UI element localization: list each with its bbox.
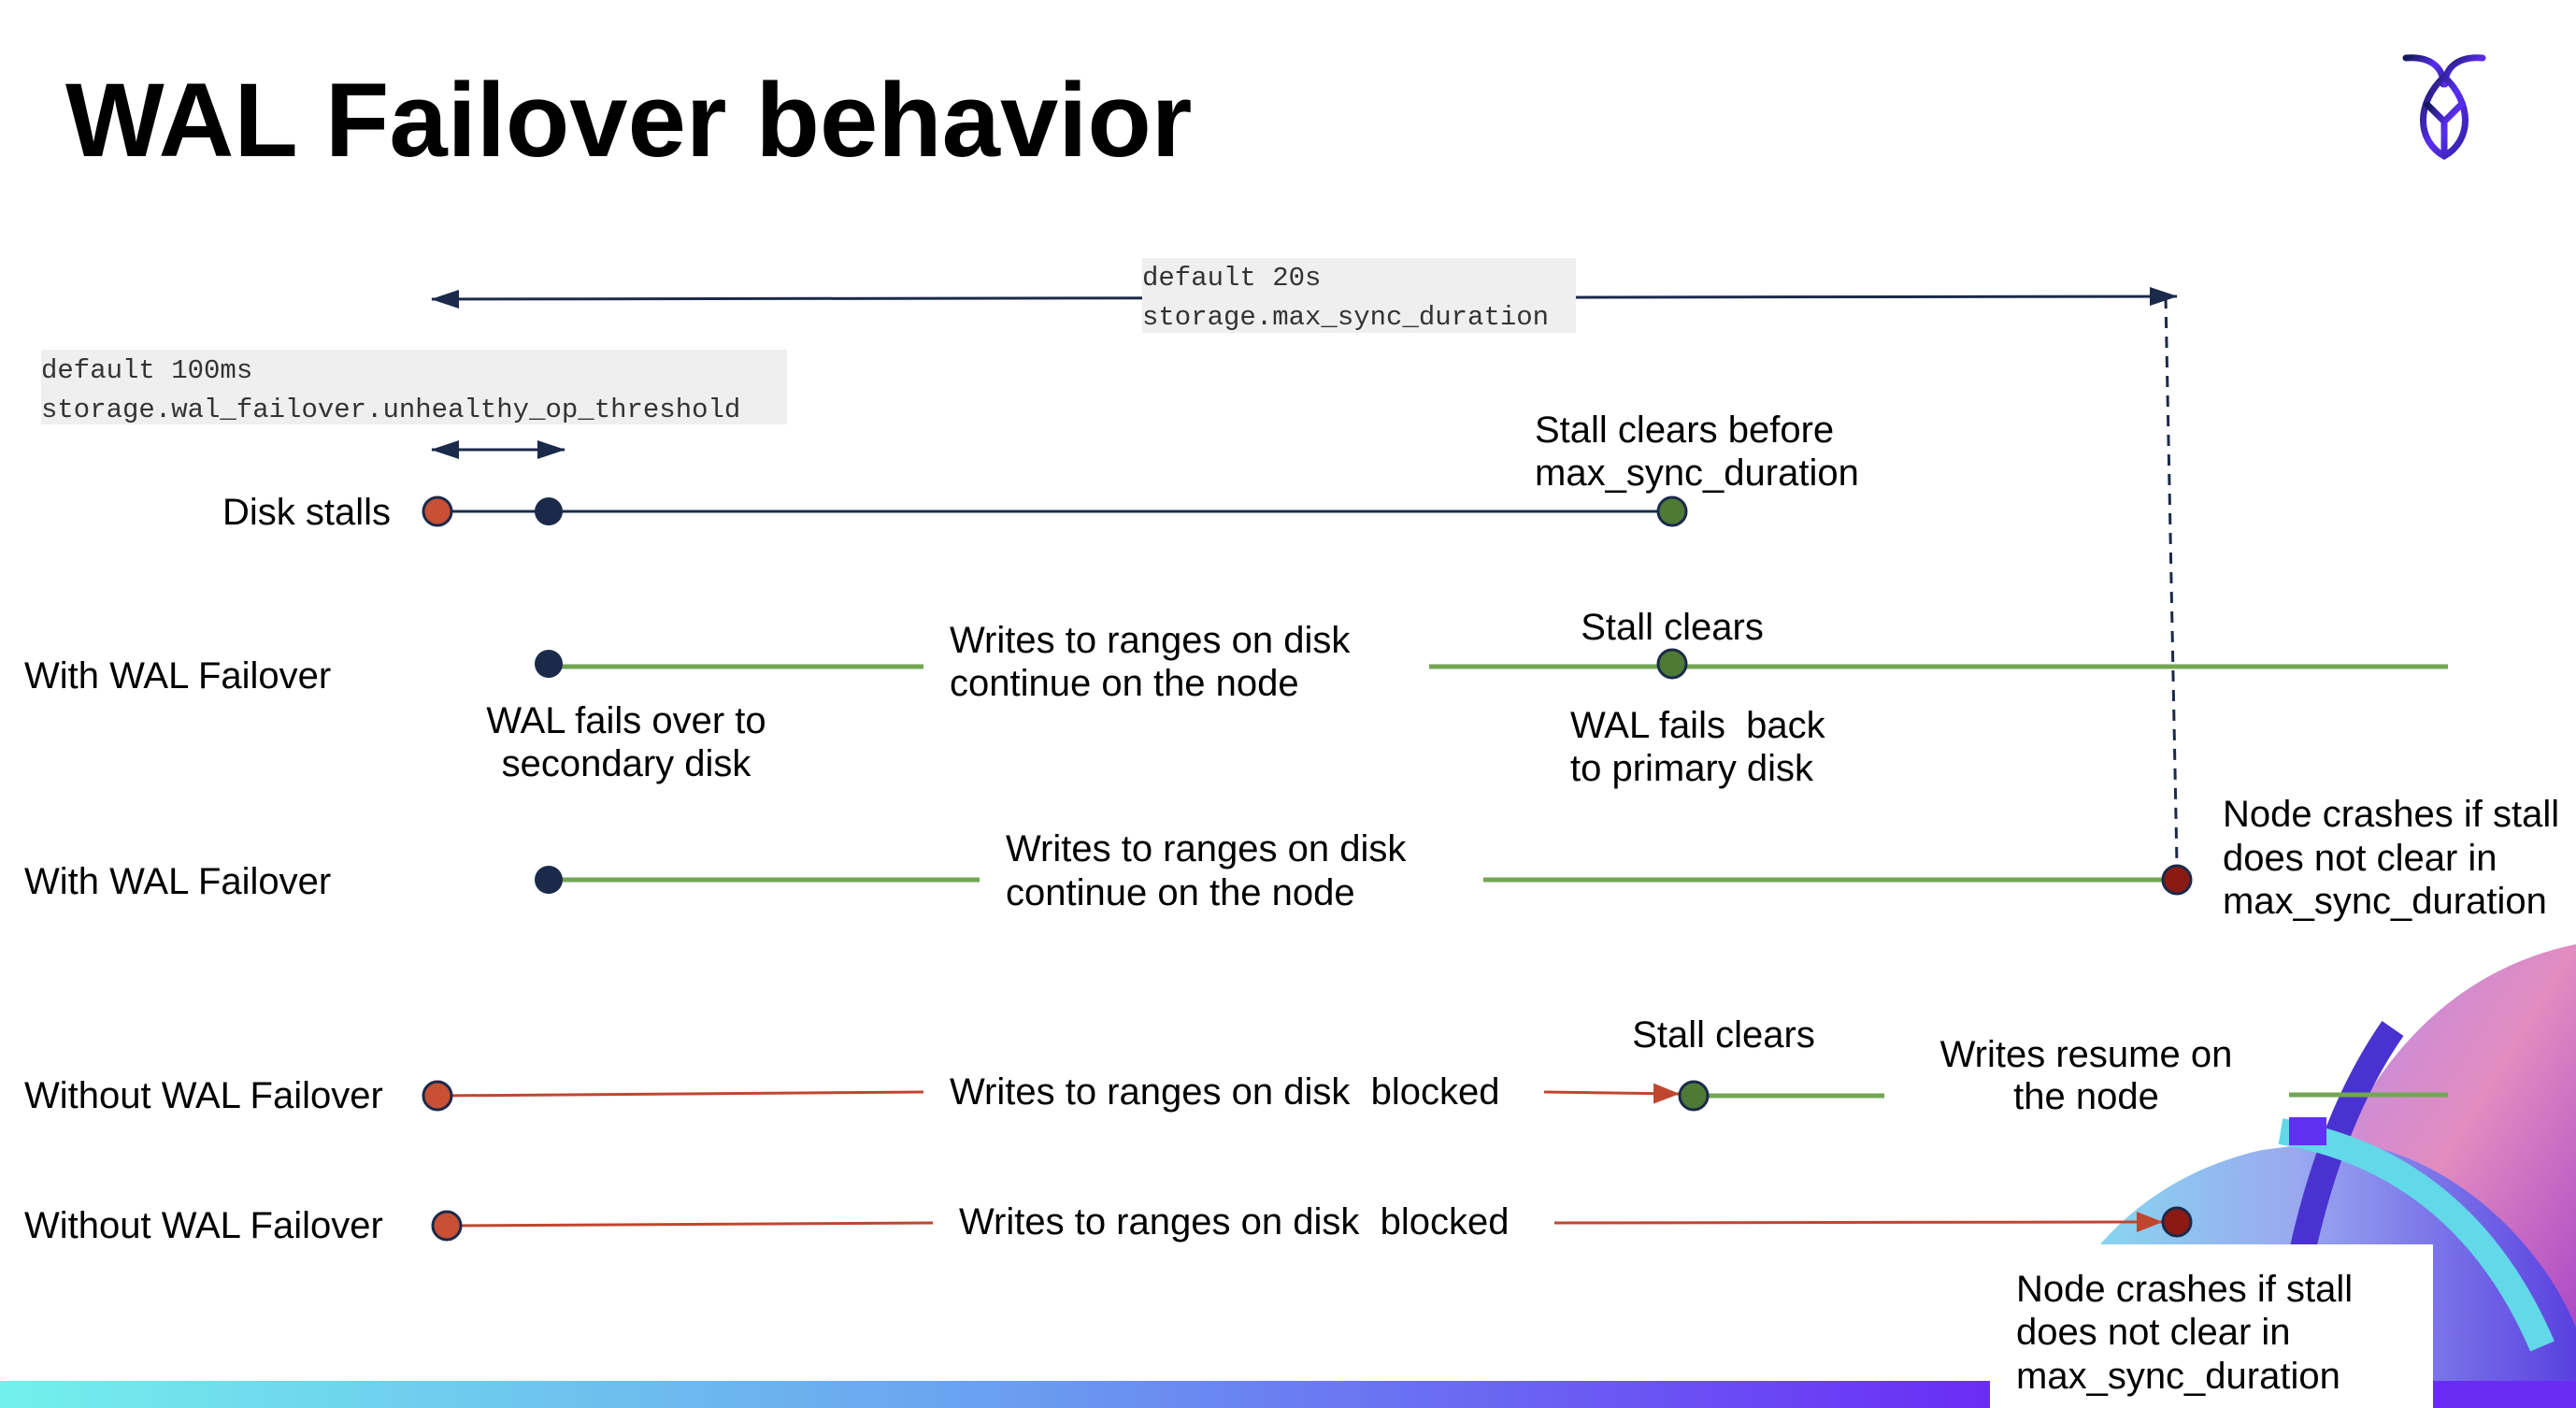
writes-continue-text: Writes to ranges on disk — [1006, 828, 1407, 869]
stall-start-dot — [422, 1080, 453, 1112]
fail-over-text: WAL fails over to — [486, 700, 766, 741]
stall-clears-note-2: max_sync_duration — [1535, 453, 1859, 494]
crash-text-3: max_sync_duration — [2223, 881, 2547, 922]
writes-continue-text-2: continue on the node — [1006, 872, 1355, 913]
threshold-setting: storage.wal_failover.unhealthy_op_thresh… — [41, 395, 740, 425]
crash-dot — [2161, 1206, 2193, 1238]
blocked-line — [436, 1090, 924, 1098]
crash-text: Node crashes if stall — [2016, 1269, 2353, 1310]
fail-back-text: WAL fails back — [1570, 705, 1826, 746]
crash-text: Node crashes if stall — [2223, 794, 2559, 835]
blocked-text: Writes to ranges on disk blocked — [950, 1071, 1499, 1113]
cockroach-logo — [2402, 54, 2486, 161]
crash-text-2: does not clear in — [2223, 838, 2497, 879]
blocked-arrow — [1553, 1212, 2163, 1233]
max-sync-default: default 20s — [1142, 263, 1321, 294]
writes-resume-text-2: the node — [2013, 1076, 2159, 1117]
stall-clears-text: Stall clears — [1632, 1014, 1815, 1056]
bottom-gradient-bar — [0, 1381, 1990, 1408]
writes-continue-text-2: continue on the node — [950, 663, 1299, 704]
fail-over-text-2: secondary disk — [502, 743, 752, 784]
row-label-with-failover-2: With WAL Failover — [24, 861, 331, 902]
writes-resume-text: Writes resume on — [1940, 1034, 2233, 1075]
row-label-without-failover-2: Without WAL Failover — [24, 1205, 383, 1246]
failover-dot — [535, 650, 563, 678]
stall-clears-text: Stall clears — [1581, 607, 1764, 648]
max-sync-dashed-line — [2164, 296, 2179, 866]
stall-start-dot — [431, 1210, 463, 1242]
stall-clears-note: Stall clears before — [1535, 409, 1834, 451]
row-label-without-failover-1: Without WAL Failover — [24, 1075, 383, 1116]
max-sync-code-box — [1142, 258, 1576, 333]
stall-start-dot — [422, 496, 453, 527]
crash-dot — [2161, 864, 2193, 896]
row-label-disk-stalls: Disk stalls — [222, 492, 391, 533]
stall-cleared-dot — [1678, 1080, 1710, 1112]
bottom-gradient-bar-right — [2433, 1381, 2576, 1408]
crash-text-2: does not clear in — [2016, 1312, 2291, 1353]
stall-cleared-dot — [1656, 648, 1688, 680]
blocked-arrow — [1543, 1083, 1680, 1104]
decorative-background — [1990, 944, 2576, 1408]
blocked-line — [446, 1221, 934, 1228]
failover-dot — [535, 866, 563, 894]
stall-cleared-dot — [1656, 496, 1688, 527]
blocked-text: Writes to ranges on disk blocked — [959, 1201, 1509, 1243]
writes-continue-text: Writes to ranges on disk — [950, 620, 1351, 661]
max-sync-setting: storage.max_sync_duration — [1142, 302, 1549, 333]
crash-text-3: max_sync_duration — [2016, 1356, 2340, 1397]
threshold-default: default 100ms — [41, 355, 252, 386]
row-label-with-failover-1: With WAL Failover — [24, 655, 331, 697]
page-title: WAL Failover behavior — [65, 62, 1192, 179]
threshold-code-box — [41, 350, 787, 424]
threshold-dot — [535, 497, 563, 525]
fail-back-text-2: to primary disk — [1570, 748, 1814, 789]
